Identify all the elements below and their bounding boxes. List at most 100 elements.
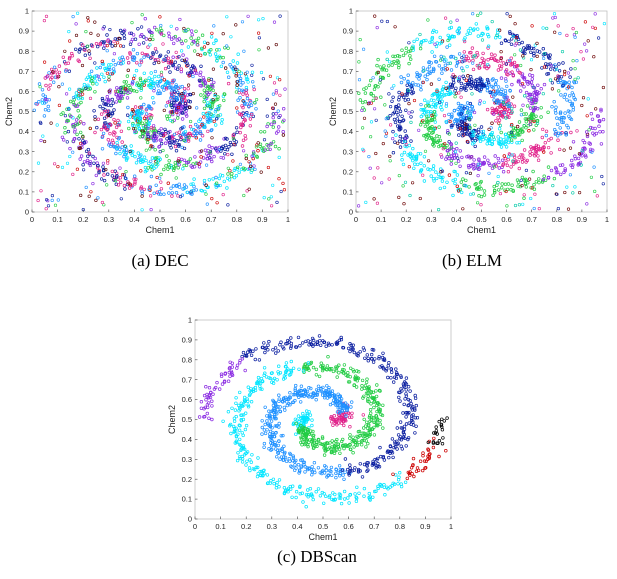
noise-point bbox=[443, 16, 448, 20]
data-point bbox=[369, 352, 374, 357]
data-point bbox=[401, 162, 406, 167]
data-point bbox=[411, 456, 416, 461]
data-point bbox=[69, 51, 74, 56]
data-point bbox=[304, 493, 309, 497]
data-point bbox=[401, 119, 405, 123]
data-point bbox=[202, 106, 207, 111]
data-point bbox=[590, 126, 595, 131]
data-point bbox=[156, 84, 160, 88]
noise-point bbox=[105, 49, 109, 53]
data-point bbox=[514, 160, 518, 165]
noise-point bbox=[583, 20, 588, 24]
data-point bbox=[466, 29, 471, 33]
data-point bbox=[137, 127, 142, 131]
data-point bbox=[182, 163, 186, 168]
data-point bbox=[220, 117, 224, 122]
data-point bbox=[534, 114, 538, 119]
data-point bbox=[503, 38, 507, 42]
data-point bbox=[322, 340, 327, 344]
data-point bbox=[488, 90, 492, 94]
data-point bbox=[402, 139, 407, 144]
data-point bbox=[549, 151, 553, 155]
caption-elm: (b) ELM bbox=[442, 251, 502, 270]
data-point bbox=[47, 87, 51, 91]
noise-point bbox=[75, 167, 79, 171]
data-point bbox=[258, 473, 262, 477]
data-point bbox=[355, 369, 359, 373]
data-point bbox=[171, 41, 176, 46]
noise-point bbox=[454, 141, 458, 145]
noise-point bbox=[589, 147, 593, 151]
data-point bbox=[256, 471, 260, 476]
data-point bbox=[179, 127, 183, 131]
noise-point bbox=[581, 138, 585, 143]
data-point bbox=[180, 99, 185, 103]
data-point bbox=[485, 85, 489, 90]
data-point bbox=[451, 35, 455, 39]
chart-panel-elm: 0 0.1 0.2 0.3 0.4 0.5 0.6 0.7 0.8 0.9 1 0 0.1 0.2 0.3 0… bbox=[318, 0, 617, 275]
data-point bbox=[335, 375, 339, 379]
noise-point bbox=[249, 170, 253, 174]
data-point bbox=[338, 451, 342, 455]
data-point bbox=[496, 116, 500, 120]
noise-point bbox=[148, 43, 152, 47]
data-point bbox=[158, 54, 162, 59]
data-point bbox=[498, 64, 502, 68]
data-point bbox=[140, 131, 145, 136]
noise-point bbox=[88, 126, 92, 131]
data-point bbox=[437, 454, 441, 459]
noise-point bbox=[571, 27, 575, 31]
data-point bbox=[361, 426, 366, 430]
data-point bbox=[398, 437, 402, 441]
data-point bbox=[405, 410, 409, 415]
data-point bbox=[89, 69, 94, 74]
data-point bbox=[555, 134, 560, 138]
noise-point bbox=[572, 81, 577, 85]
noise-point bbox=[573, 185, 577, 189]
noise-point bbox=[507, 155, 511, 159]
data-point bbox=[496, 180, 500, 185]
noise-point bbox=[457, 189, 461, 193]
data-point bbox=[150, 33, 154, 38]
data-point bbox=[406, 403, 410, 408]
noise-point bbox=[107, 75, 111, 79]
data-point bbox=[380, 75, 385, 80]
data-point bbox=[267, 409, 271, 413]
data-point bbox=[172, 141, 176, 145]
data-point bbox=[277, 399, 281, 403]
data-point bbox=[349, 405, 353, 409]
noise-point bbox=[96, 74, 100, 78]
data-point bbox=[290, 495, 294, 499]
data-point bbox=[306, 492, 310, 497]
data-point bbox=[483, 134, 487, 138]
y-axis-label: Chem2 bbox=[4, 97, 14, 126]
data-point bbox=[225, 137, 229, 141]
noise-point bbox=[84, 30, 88, 34]
data-point bbox=[408, 57, 413, 61]
data-point bbox=[142, 155, 147, 159]
data-point bbox=[320, 435, 325, 439]
noise-point bbox=[508, 58, 512, 63]
data-point bbox=[252, 467, 257, 472]
noise-point bbox=[256, 141, 260, 145]
data-point bbox=[161, 59, 165, 63]
data-point bbox=[499, 92, 503, 96]
data-point bbox=[338, 394, 342, 398]
data-point bbox=[80, 43, 85, 47]
data-point bbox=[570, 165, 575, 169]
data-point bbox=[396, 65, 401, 70]
data-point bbox=[363, 424, 368, 428]
data-point bbox=[82, 140, 87, 145]
data-point bbox=[267, 339, 271, 344]
noise-point bbox=[78, 120, 83, 124]
data-point bbox=[83, 53, 88, 57]
data-point bbox=[369, 415, 374, 419]
data-point bbox=[132, 174, 137, 178]
data-point bbox=[151, 101, 156, 105]
data-point bbox=[516, 184, 520, 188]
data-point bbox=[504, 145, 509, 149]
data-point bbox=[398, 134, 403, 139]
data-point bbox=[503, 91, 508, 96]
chart-panel-dec: 0 0.1 0.2 0.3 0.4 0.5 0.6 0.7 0.8 0.9 1 0 0.1 0.2 0.3 0… bbox=[0, 0, 300, 275]
data-point bbox=[362, 486, 367, 491]
